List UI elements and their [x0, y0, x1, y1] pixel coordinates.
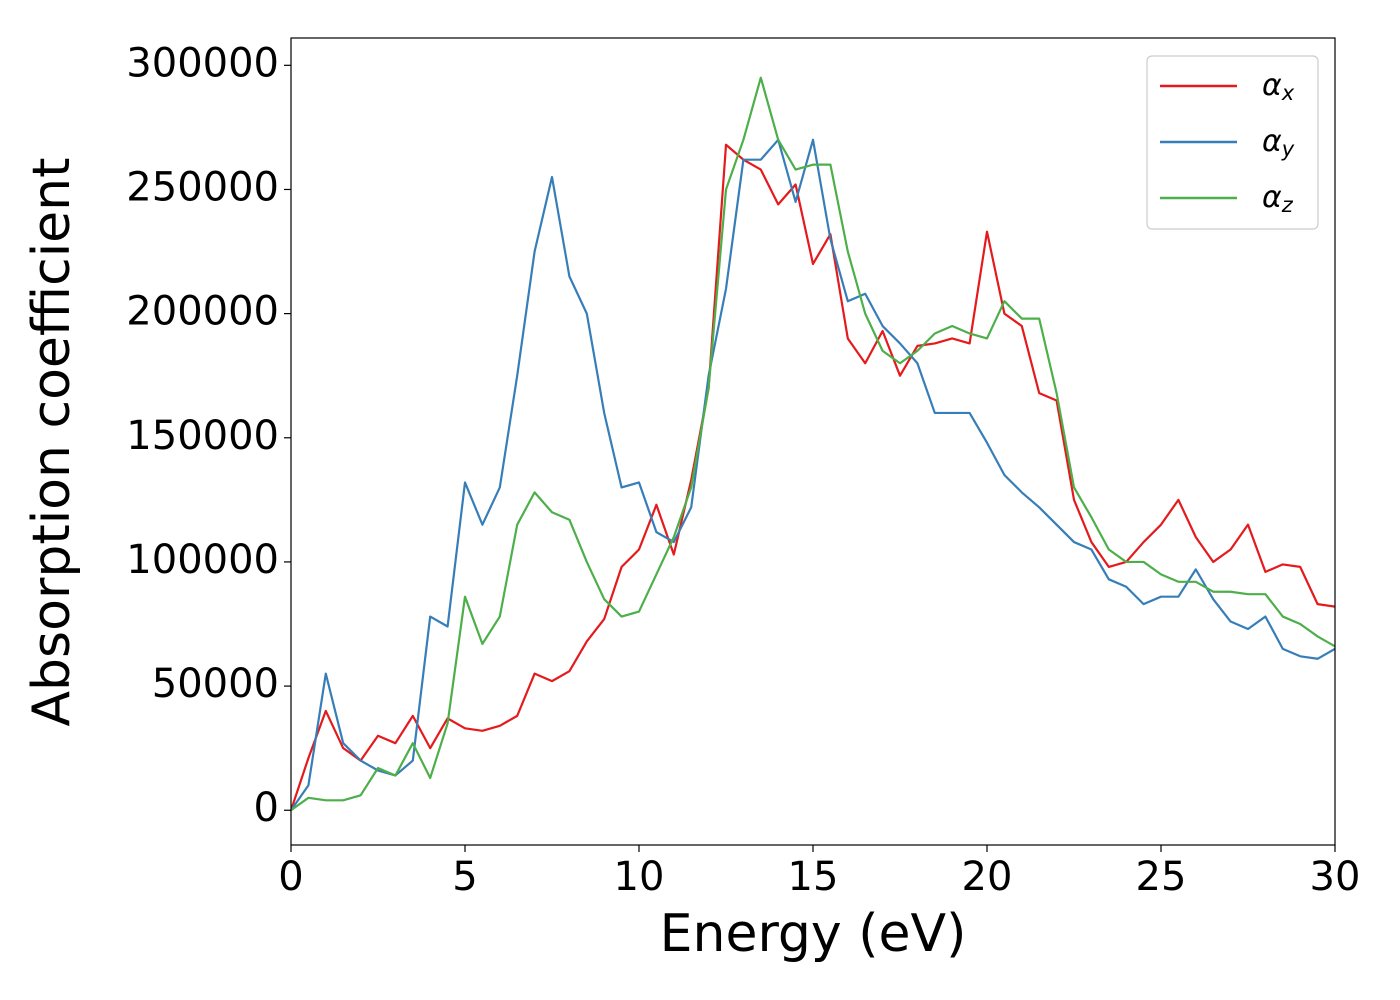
- y-tick-label: 50000: [152, 661, 279, 707]
- y-tick-label: 150000: [126, 413, 279, 459]
- legend-label: αx: [1262, 68, 1295, 106]
- x-tick-label: 30: [1310, 854, 1361, 900]
- y-tick-label: 300000: [126, 40, 279, 86]
- y-axis-label: Absorption coefficient: [22, 157, 82, 726]
- x-axis-label: Energy (eV): [660, 904, 967, 964]
- x-tick-label: 0: [278, 854, 303, 900]
- plot-frame: [290, 37, 1336, 846]
- x-tick-label: 20: [962, 854, 1013, 900]
- y-tick-label: 250000: [126, 164, 279, 210]
- y-tick-label: 100000: [126, 537, 279, 583]
- series-line: [291, 76, 1335, 812]
- legend-label: αz: [1262, 180, 1294, 218]
- series-line: [291, 138, 1335, 811]
- x-tick-label: 25: [1136, 854, 1187, 900]
- series-line: [291, 143, 1335, 811]
- y-tick-label: 0: [254, 785, 279, 831]
- legend-label: αy: [1262, 124, 1295, 162]
- x-tick-label: 10: [614, 854, 665, 900]
- y-tick-label: 200000: [126, 289, 279, 335]
- x-tick-label: 15: [788, 854, 839, 900]
- x-tick-label: 5: [452, 854, 477, 900]
